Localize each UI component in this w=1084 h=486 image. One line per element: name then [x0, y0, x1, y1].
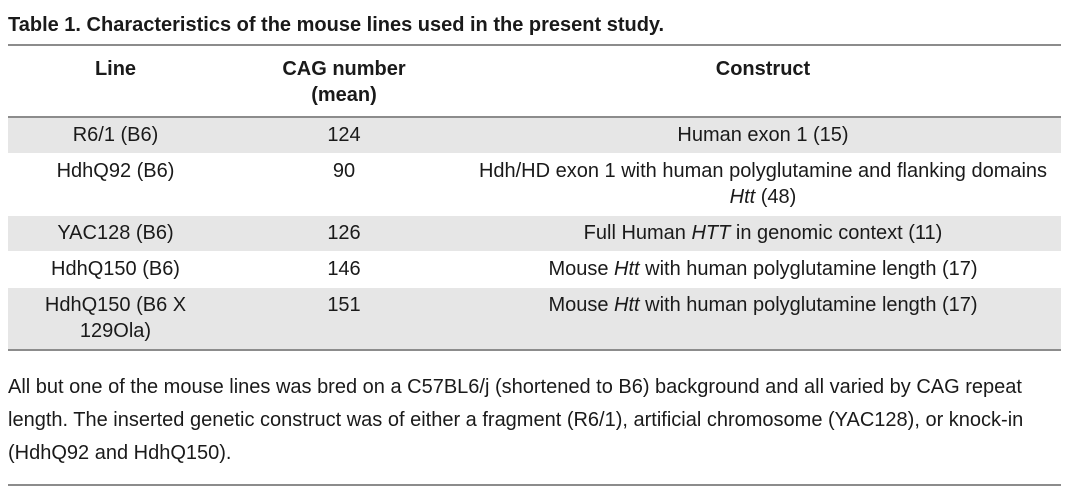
construct-text: Human exon 1 (15)	[677, 124, 849, 146]
cell-construct: Hdh/HD exon 1 with human polyglutamine a…	[465, 153, 1061, 216]
cell-cag-number: 146	[223, 251, 465, 288]
cell-line: YAC128 (B6)	[8, 215, 223, 252]
cell-cag-number: 151	[223, 287, 465, 351]
table-row: HdhQ150 (B6) 146 Mouse Htt with human poly…	[8, 251, 1061, 288]
construct-text: (48)	[755, 186, 797, 208]
header-row: Line CAG number (mean) Construct	[8, 46, 1061, 118]
cell-line: HdhQ92 (B6)	[8, 153, 223, 216]
table-footnote: All but one of the mouse lines was bred …	[8, 371, 1061, 486]
construct-text: with human polyglutamine length (17)	[639, 294, 978, 316]
mouse-lines-table: Line CAG number (mean) Construct R6/1 (B6…	[8, 46, 1061, 351]
top-rule	[8, 44, 1061, 46]
table-row: YAC128 (B6) 126 Full Human HTT in genomic …	[8, 215, 1061, 252]
construct-text: Mouse	[548, 258, 615, 280]
construct-text: with human polyglutamine length (17)	[639, 258, 978, 280]
table-row: R6/1 (B6) 124 Human exon 1 (15)	[8, 117, 1061, 154]
gene-name-italic: Htt	[614, 258, 640, 280]
cell-construct: Full Human HTT in genomic context (11)	[465, 215, 1061, 252]
table-caption: Table 1. Characteristics of the mouse li…	[8, 14, 665, 36]
construct-text: Mouse	[548, 294, 615, 316]
cell-line: HdhQ150 (B6)	[8, 251, 223, 288]
table-header: Line CAG number (mean) Construct	[8, 46, 1061, 118]
table-row: HdhQ150 (B6 X 129Ola) 151 Mouse Htt with h…	[8, 287, 1061, 351]
header-cag-number: CAG number (mean)	[223, 46, 465, 118]
table-body: R6/1 (B6) 124 Human exon 1 (15) HdhQ92 (B6)…	[8, 117, 1061, 351]
cell-line: HdhQ150 (B6 X 129Ola)	[8, 287, 223, 351]
gene-name-italic: HTT	[691, 222, 731, 244]
gene-name-italic: Htt	[614, 294, 640, 316]
header-line: Line	[8, 46, 223, 118]
construct-text: in genomic context (11)	[730, 222, 943, 244]
cell-construct: Human exon 1 (15)	[465, 117, 1061, 154]
gene-name-italic: Htt	[729, 186, 756, 208]
cell-cag-number: 90	[223, 153, 465, 216]
table-figure: Table 1. Characteristics of the mouse li…	[8, 0, 1061, 486]
cell-line: R6/1 (B6)	[8, 117, 223, 154]
table-row: HdhQ92 (B6) 90 Hdh/HD exon 1 with human po…	[8, 153, 1061, 216]
header-construct: Construct	[465, 46, 1061, 118]
construct-text: Hdh/HD exon 1 with human polyglutamine a…	[478, 160, 1048, 182]
construct-text: Full Human	[583, 222, 692, 244]
cell-cag-number: 126	[223, 215, 465, 252]
cell-cag-number: 124	[223, 117, 465, 154]
cell-construct: Mouse Htt with human polyglutamine lengt…	[465, 287, 1061, 351]
cell-construct: Mouse Htt with human polyglutamine lengt…	[465, 251, 1061, 288]
